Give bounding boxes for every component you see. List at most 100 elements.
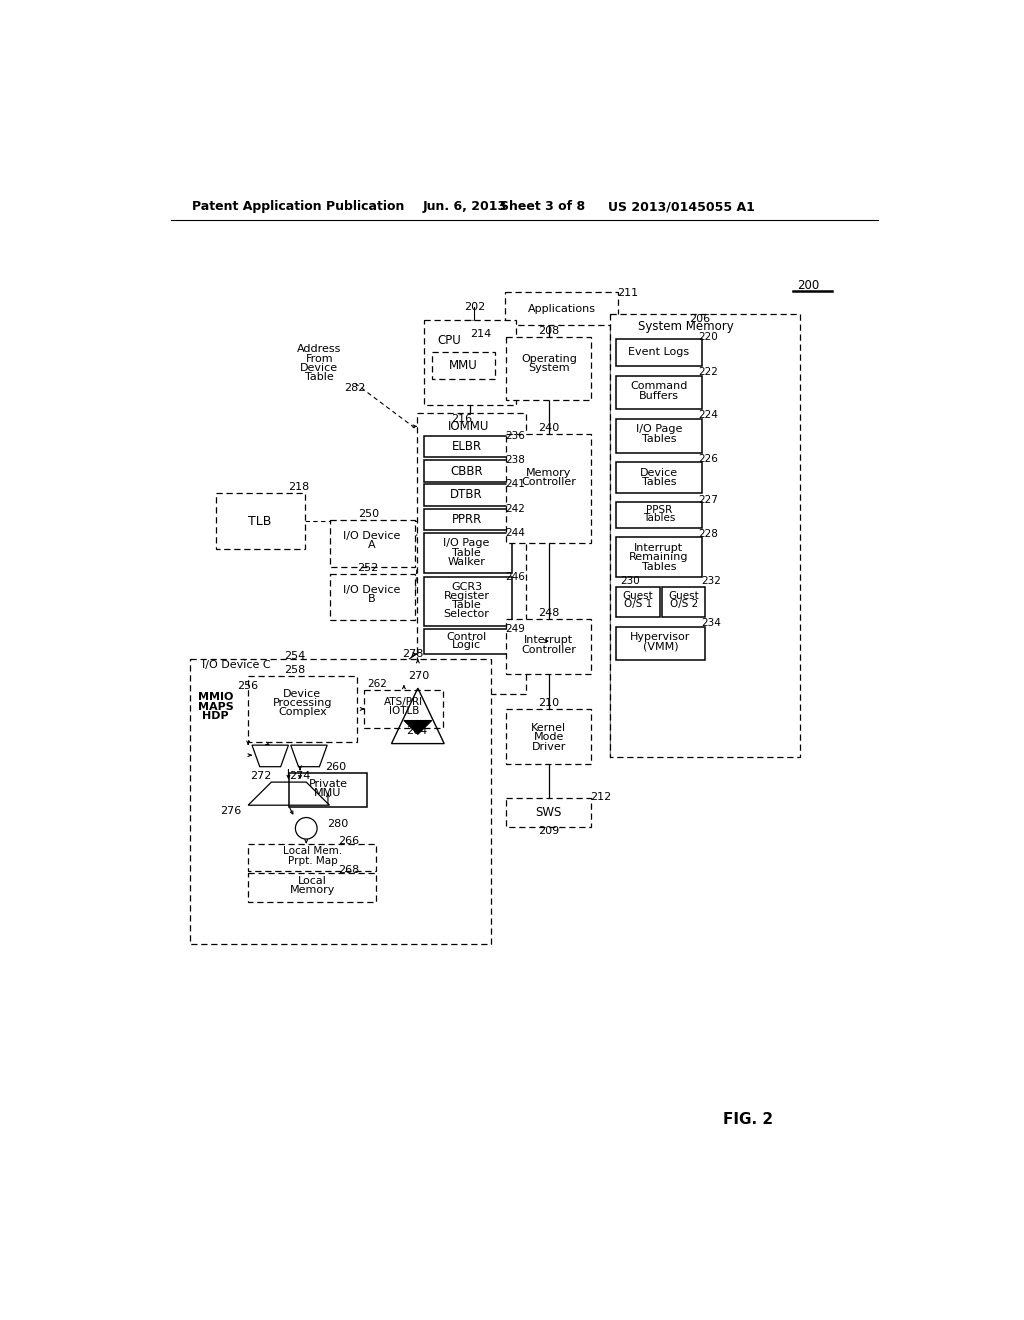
Text: 208: 208 <box>539 326 559 335</box>
Text: 218: 218 <box>288 482 309 492</box>
Text: Command: Command <box>630 381 687 391</box>
Text: Hypervisor: Hypervisor <box>630 632 690 643</box>
Text: 240: 240 <box>539 422 559 433</box>
Text: From: From <box>305 354 333 363</box>
Text: Mode: Mode <box>534 733 564 742</box>
Bar <box>506 797 592 826</box>
Text: Table: Table <box>453 601 481 610</box>
Text: Tables: Tables <box>642 561 676 572</box>
Bar <box>432 352 496 379</box>
Bar <box>248 676 356 742</box>
Text: Memory: Memory <box>526 467 571 478</box>
Text: ELBR: ELBR <box>452 440 481 453</box>
Text: Remaining: Remaining <box>629 552 688 562</box>
Bar <box>424 628 512 653</box>
Text: Table: Table <box>453 548 481 557</box>
Text: Device: Device <box>300 363 339 372</box>
Text: 244: 244 <box>506 528 525 539</box>
Text: SWS: SWS <box>536 805 562 818</box>
Text: Logic: Logic <box>453 640 481 649</box>
Text: 224: 224 <box>697 409 718 420</box>
Text: 264: 264 <box>407 726 428 737</box>
Text: (VMM): (VMM) <box>643 642 678 652</box>
Text: 266: 266 <box>338 836 359 846</box>
Text: Driver: Driver <box>531 742 566 751</box>
Text: Local: Local <box>298 875 327 886</box>
Text: Kernel: Kernel <box>531 723 566 733</box>
Text: O/S 2: O/S 2 <box>670 599 697 610</box>
Bar <box>616 627 706 660</box>
Text: MAPS: MAPS <box>198 702 233 711</box>
Text: 220: 220 <box>697 333 718 342</box>
Text: 282: 282 <box>344 383 366 393</box>
Bar <box>330 520 415 566</box>
Text: Tables: Tables <box>642 434 676 444</box>
Text: 260: 260 <box>326 763 346 772</box>
Text: Applications: Applications <box>528 304 596 314</box>
Text: HDP: HDP <box>203 711 229 721</box>
Text: 280: 280 <box>327 820 348 829</box>
Bar <box>616 462 701 492</box>
Text: 216: 216 <box>451 413 472 424</box>
Bar <box>424 508 512 531</box>
Text: MMU: MMU <box>450 359 478 372</box>
Bar <box>289 774 367 807</box>
Text: 234: 234 <box>701 619 722 628</box>
Text: 222: 222 <box>697 367 718 378</box>
Bar <box>424 436 512 457</box>
Text: System: System <box>528 363 569 372</box>
Text: 228: 228 <box>697 529 718 539</box>
Text: 227: 227 <box>697 495 718 504</box>
Text: Interrupt: Interrupt <box>524 635 573 645</box>
Bar <box>506 293 617 325</box>
Text: 262: 262 <box>368 678 387 689</box>
Text: Memory: Memory <box>290 884 335 895</box>
Text: Patent Application Publication: Patent Application Publication <box>191 201 403 214</box>
Text: 242: 242 <box>506 504 525 513</box>
Bar <box>616 586 659 618</box>
Bar <box>424 533 512 573</box>
Bar <box>616 537 701 577</box>
Text: 212: 212 <box>590 792 611 803</box>
Text: Processing: Processing <box>272 698 332 708</box>
Text: Tables: Tables <box>643 513 675 523</box>
Text: Jun. 6, 2013: Jun. 6, 2013 <box>423 201 507 214</box>
Bar <box>616 418 701 453</box>
Text: 258: 258 <box>284 665 305 675</box>
Text: MMIO: MMIO <box>198 693 233 702</box>
Text: Tables: Tables <box>642 477 676 487</box>
Bar <box>424 484 512 506</box>
Bar <box>506 709 592 764</box>
Text: Sheet 3 of 8: Sheet 3 of 8 <box>500 201 585 214</box>
Text: I/O Device: I/O Device <box>343 585 400 594</box>
Text: B: B <box>369 594 376 603</box>
Text: Walker: Walker <box>447 557 485 566</box>
Bar <box>248 873 376 903</box>
Text: Prpt. Map: Prpt. Map <box>288 855 337 866</box>
Bar <box>506 434 592 544</box>
Bar <box>506 337 592 400</box>
Text: FIG. 2: FIG. 2 <box>723 1111 773 1127</box>
Text: 238: 238 <box>506 455 525 465</box>
Text: CPU: CPU <box>437 334 462 347</box>
Text: Controller: Controller <box>521 477 577 487</box>
Text: I/O Page: I/O Page <box>636 425 682 434</box>
Text: Device: Device <box>640 467 678 478</box>
Text: Table: Table <box>305 372 334 381</box>
Text: Buffers: Buffers <box>639 391 679 400</box>
Text: Complex: Complex <box>278 708 327 717</box>
Text: 230: 230 <box>621 576 640 586</box>
Text: I/O Page: I/O Page <box>443 539 489 548</box>
Bar <box>365 689 443 729</box>
Bar <box>330 574 415 620</box>
Text: Guest: Guest <box>623 591 653 601</box>
Text: PPSR: PPSR <box>646 504 672 515</box>
Bar <box>616 376 701 409</box>
Text: IOMMU: IOMMU <box>449 420 489 433</box>
Bar <box>216 494 305 549</box>
Text: Operating: Operating <box>521 354 577 363</box>
Text: Selector: Selector <box>443 610 489 619</box>
Bar <box>424 577 512 626</box>
Text: 274: 274 <box>290 771 310 781</box>
Text: 236: 236 <box>506 430 525 441</box>
